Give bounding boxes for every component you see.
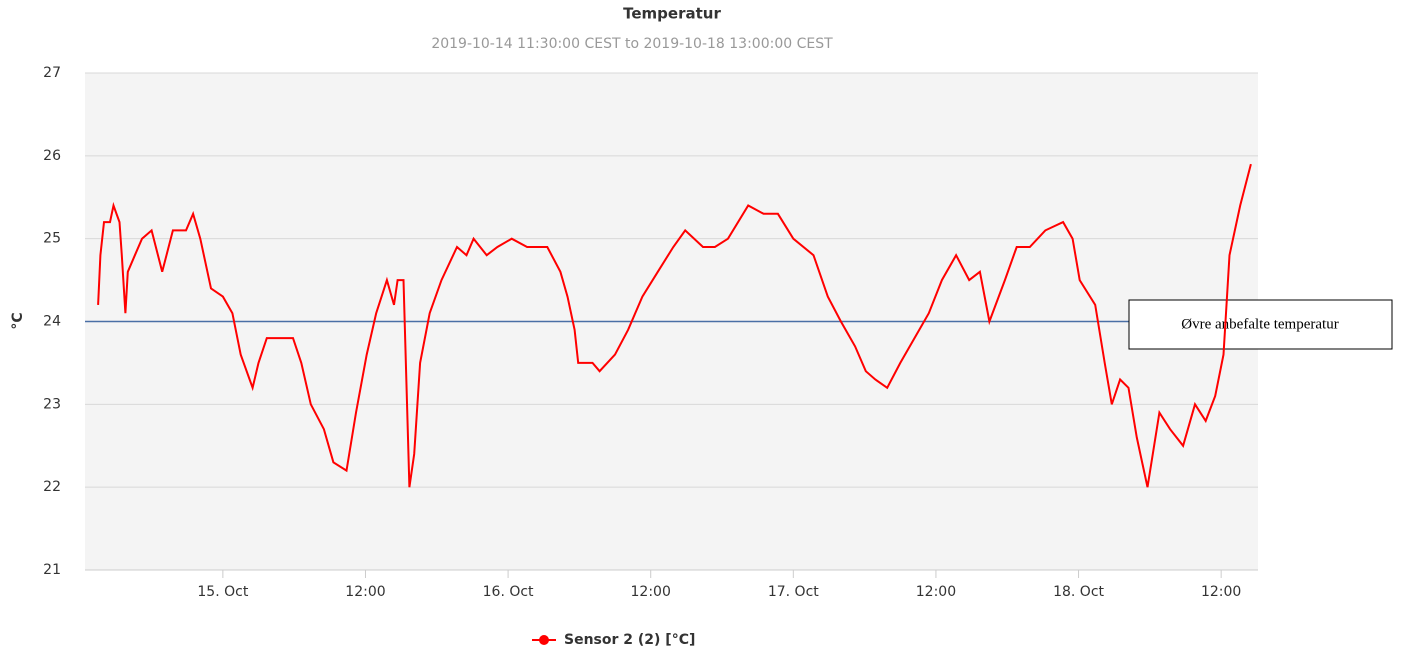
x-tick-label: 16. Oct: [483, 584, 534, 600]
chart-title: Temperatur: [623, 5, 721, 23]
x-tick-label: 12:00: [631, 584, 671, 600]
x-tick-label: 15. Oct: [197, 584, 248, 600]
y-tick-label: 24: [43, 314, 61, 330]
data-line: [97, 163, 1252, 488]
y-tick-label: 22: [43, 479, 61, 495]
x-tick-label: 12:00: [916, 584, 956, 600]
y-tick-label: 25: [43, 231, 61, 247]
x-tick-label: 12:00: [1201, 584, 1241, 600]
annotation-label: Øvre anbefalte temperatur: [1181, 316, 1338, 332]
y-tick-label: 23: [43, 396, 61, 412]
x-tick-label: 17. Oct: [768, 584, 819, 600]
legend-marker: [539, 635, 549, 645]
y-tick-label: 26: [43, 148, 61, 164]
y-tick-label: 27: [43, 65, 61, 81]
x-tick-label: 18. Oct: [1053, 584, 1104, 600]
x-tick-label: 12:00: [345, 584, 385, 600]
y-tick-label: 21: [43, 562, 61, 578]
y-axis-label: °C: [10, 312, 26, 329]
annotation-box: [1128, 299, 1393, 350]
legend-label: Sensor 2 (2) [°C]: [564, 632, 695, 648]
chart-subtitle: 2019-10-14 11:30:00 CEST to 2019-10-18 1…: [431, 36, 833, 52]
